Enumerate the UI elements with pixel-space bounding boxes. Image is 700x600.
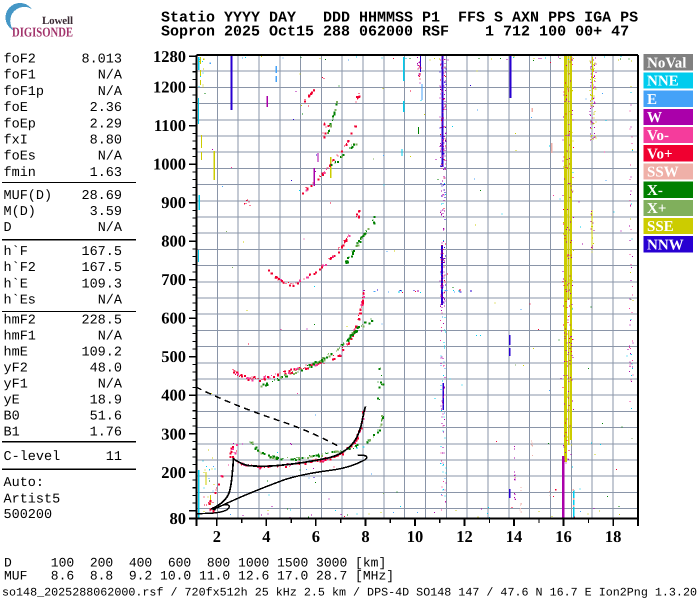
svg-text:500200: 500200 [4, 508, 53, 523]
svg-text:B1: B1 [4, 426, 20, 441]
svg-text:NNE: NNE [647, 74, 679, 90]
svg-text:8: 8 [361, 527, 369, 546]
svg-text:MUF 8.6 8.8 9.2 10.0 11.0: MUF 8.6 8.8 9.2 10.0 11.0 12.6 17.0 28.7… [4, 569, 394, 584]
svg-text:1.76: 1.76 [90, 426, 122, 441]
svg-text:167.5: 167.5 [81, 261, 122, 276]
svg-text:D: D [4, 221, 12, 236]
svg-text:2.29: 2.29 [90, 117, 122, 132]
svg-text:18: 18 [605, 527, 622, 546]
svg-text:h`Es: h`Es [4, 294, 36, 309]
svg-text:900: 900 [161, 193, 186, 212]
svg-text:X+: X+ [647, 201, 666, 217]
svg-text:foF2: foF2 [4, 53, 36, 68]
svg-text:Sopron 2025 Oct15 288 062000 R: Sopron 2025 Oct15 288 062000 RSF 1 712 1… [161, 24, 629, 41]
svg-text:N/A: N/A [98, 294, 123, 309]
svg-text:foE: foE [4, 101, 28, 116]
svg-text:400: 400 [161, 386, 186, 405]
svg-text:8.013: 8.013 [81, 53, 122, 68]
svg-text:228.5: 228.5 [81, 314, 122, 329]
svg-text:500: 500 [161, 347, 186, 366]
svg-text:1000: 1000 [153, 155, 186, 174]
svg-text:28.69: 28.69 [81, 189, 122, 204]
svg-text:foF1p: foF1p [4, 85, 45, 100]
svg-text:yF1: yF1 [4, 378, 28, 393]
svg-text:X-: X- [647, 183, 663, 199]
svg-text:200: 200 [161, 463, 186, 482]
svg-text:so148_2025288062000.rsf / 720f: so148_2025288062000.rsf / 720fx512h 25 k… [2, 587, 697, 600]
svg-text:DIGISONDE: DIGISONDE [12, 25, 73, 40]
svg-text:fxI: fxI [4, 134, 28, 149]
svg-text:B0: B0 [4, 410, 20, 425]
svg-text:N/A: N/A [98, 330, 123, 345]
svg-text:NNW: NNW [647, 237, 684, 253]
svg-text:1200: 1200 [153, 78, 186, 97]
svg-text:h`F2: h`F2 [4, 261, 36, 276]
svg-text:h`F: h`F [4, 245, 28, 260]
svg-text:SSE: SSE [647, 219, 674, 235]
svg-text:E: E [647, 92, 657, 108]
svg-text:Vo-: Vo- [647, 128, 669, 144]
svg-text:3.59: 3.59 [90, 205, 122, 220]
svg-text:yE: yE [4, 394, 20, 409]
svg-text:Vo+: Vo+ [647, 146, 673, 162]
svg-text:14: 14 [506, 527, 523, 546]
svg-text:12: 12 [456, 527, 473, 546]
svg-text:h`E: h`E [4, 277, 28, 292]
svg-text:109.2: 109.2 [81, 346, 122, 361]
svg-text:8.80: 8.80 [90, 134, 122, 149]
svg-text:N/A: N/A [98, 221, 123, 236]
svg-text:10: 10 [407, 527, 424, 546]
svg-text:N/A: N/A [98, 378, 123, 393]
svg-text:hmF2: hmF2 [4, 314, 36, 329]
svg-text:N/A: N/A [98, 85, 123, 100]
svg-text:4: 4 [262, 527, 270, 546]
svg-text:yF2: yF2 [4, 362, 28, 377]
svg-text:NoVal: NoVal [647, 55, 686, 71]
svg-text:2: 2 [213, 527, 221, 546]
svg-text:Lowell: Lowell [42, 15, 73, 27]
svg-text:N/A: N/A [98, 69, 123, 84]
svg-text:51.6: 51.6 [90, 410, 122, 425]
svg-text:800: 800 [161, 232, 186, 251]
svg-text:16: 16 [555, 527, 572, 546]
svg-text:1280: 1280 [153, 47, 186, 66]
svg-text:fmin: fmin [4, 166, 36, 181]
svg-text:SSW: SSW [647, 165, 679, 181]
svg-text:Auto:: Auto: [4, 476, 45, 491]
svg-text:1100: 1100 [154, 116, 186, 135]
svg-text:6: 6 [312, 527, 320, 546]
svg-text:C-level: C-level [4, 450, 61, 465]
svg-text:700: 700 [161, 270, 186, 289]
svg-text:foEp: foEp [4, 117, 36, 132]
svg-text:11: 11 [106, 450, 122, 465]
svg-text:1.63: 1.63 [90, 166, 122, 181]
svg-text:Statio YYYY DAY DDD HHMMSS P: Statio YYYY DAY DDD HHMMSS P1 FFS S AXN … [161, 10, 638, 27]
svg-text:M(D): M(D) [4, 205, 36, 220]
svg-text:300: 300 [161, 424, 186, 443]
svg-text:600: 600 [161, 309, 186, 328]
svg-text:Artist5: Artist5 [4, 492, 61, 507]
svg-text:hmE: hmE [4, 346, 28, 361]
svg-text:N/A: N/A [98, 150, 123, 165]
svg-text:167.5: 167.5 [81, 245, 122, 260]
svg-text:foF1: foF1 [4, 69, 36, 84]
svg-text:2.36: 2.36 [90, 101, 122, 116]
svg-text:hmF1: hmF1 [4, 330, 36, 345]
svg-text:foEs: foEs [4, 150, 36, 165]
svg-text:18.9: 18.9 [90, 394, 122, 409]
svg-text:W: W [647, 110, 662, 126]
svg-text:MUF(D): MUF(D) [4, 189, 53, 204]
svg-text:109.3: 109.3 [81, 277, 122, 292]
svg-text:48.0: 48.0 [90, 362, 122, 377]
svg-text:80: 80 [170, 509, 187, 528]
svg-text:D 100 200 400 600 800: D 100 200 400 600 800 1000 1500 3000 [km… [4, 556, 386, 571]
